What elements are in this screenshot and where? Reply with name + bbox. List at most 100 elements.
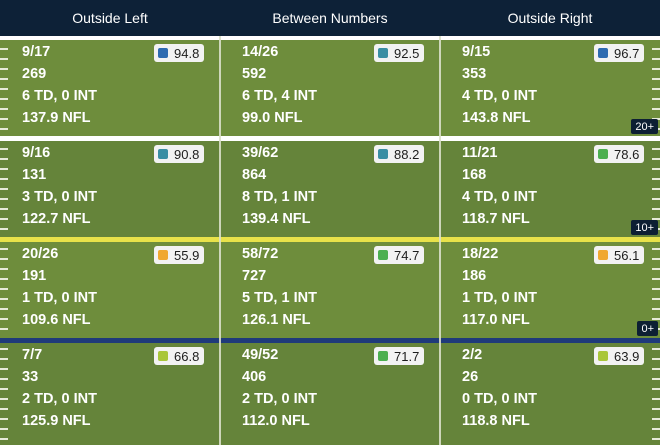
football-field: 9/17 269 6 TD, 0 INT 137.9 NFL 94.8 14/26 592 6… bbox=[0, 36, 660, 445]
hash-mark bbox=[0, 318, 8, 320]
header-outside-right: Outside Right bbox=[507, 10, 593, 26]
touchdowns-interceptions: 4 TD, 0 INT bbox=[462, 189, 537, 205]
hash-mark bbox=[0, 438, 8, 440]
hash-mark bbox=[0, 48, 8, 50]
yard-marker-label: 10+ bbox=[631, 220, 658, 235]
grade-color-swatch bbox=[598, 149, 608, 159]
hash-mark bbox=[652, 418, 660, 420]
completions-attempts: 14/26 bbox=[242, 44, 279, 60]
ten-yard-line bbox=[0, 136, 660, 141]
zone-row-deep bbox=[0, 40, 660, 136]
hash-mark bbox=[652, 368, 660, 370]
zone-cell[interactable]: 9/16 131 3 TD, 0 INT 122.7 NFL 90.8 bbox=[22, 145, 212, 237]
zone-row-short bbox=[0, 242, 660, 338]
completions-attempts: 9/17 bbox=[22, 44, 51, 60]
grade-badge: 90.8 bbox=[154, 145, 205, 163]
grade-color-swatch bbox=[378, 48, 388, 58]
hash-mark bbox=[652, 378, 660, 380]
grade-badge: 74.7 bbox=[374, 246, 425, 264]
zone-row-intermediate bbox=[0, 141, 660, 237]
completions-attempts: 20/26 bbox=[22, 246, 59, 262]
hash-mark bbox=[0, 218, 8, 220]
passer-rating: 143.8 NFL bbox=[462, 110, 531, 126]
grade-value: 56.1 bbox=[614, 247, 640, 263]
hash-mark bbox=[652, 398, 660, 400]
hash-mark bbox=[0, 408, 8, 410]
zone-cell[interactable]: 58/72 727 5 TD, 1 INT 126.1 NFL 74.7 bbox=[242, 246, 432, 338]
hash-mark bbox=[0, 258, 8, 260]
touchdowns-interceptions: 8 TD, 1 INT bbox=[242, 189, 317, 205]
hash-mark bbox=[0, 388, 8, 390]
hash-mark bbox=[652, 148, 660, 150]
zone-cell[interactable]: 18/22 186 1 TD, 0 INT 117.0 NFL 56.1 bbox=[462, 246, 652, 338]
zone-cell[interactable]: 9/17 269 6 TD, 0 INT 137.9 NFL 94.8 bbox=[22, 44, 212, 136]
touchdowns-interceptions: 5 TD, 1 INT bbox=[242, 290, 317, 306]
zone-cell[interactable]: 11/21 168 4 TD, 0 INT 118.7 NFL 78.6 bbox=[462, 145, 652, 237]
completions-attempts: 39/62 bbox=[242, 145, 279, 161]
completions-attempts: 9/16 bbox=[22, 145, 51, 161]
column-divider bbox=[439, 36, 441, 445]
hash-mark bbox=[0, 278, 8, 280]
grade-color-swatch bbox=[158, 48, 168, 58]
hash-mark bbox=[0, 288, 8, 290]
completions-attempts: 7/7 bbox=[22, 347, 43, 363]
hash-mark bbox=[0, 158, 8, 160]
zone-header: Outside Left Between Numbers Outside Rig… bbox=[0, 0, 660, 36]
hash-mark bbox=[0, 358, 8, 360]
hash-mark bbox=[0, 98, 8, 100]
passer-rating: 118.8 NFL bbox=[462, 413, 530, 429]
hash-mark bbox=[0, 398, 8, 400]
grade-value: 90.8 bbox=[174, 146, 200, 162]
hash-mark bbox=[652, 358, 660, 360]
completions-attempts: 49/52 bbox=[242, 347, 279, 363]
zone-cell[interactable]: 2/2 26 0 TD, 0 INT 118.8 NFL 63.9 bbox=[462, 347, 652, 439]
hash-mark bbox=[0, 208, 8, 210]
hash-mark bbox=[652, 318, 660, 320]
zone-cell[interactable]: 39/62 864 8 TD, 1 INT 139.4 NFL 88.2 bbox=[242, 145, 432, 237]
column-divider bbox=[219, 36, 221, 445]
hash-mark bbox=[0, 198, 8, 200]
zone-cell[interactable]: 49/52 406 2 TD, 0 INT 112.0 NFL 71.7 bbox=[242, 347, 432, 439]
hash-mark bbox=[652, 388, 660, 390]
passing-yards: 168 bbox=[462, 167, 487, 183]
hash-mark bbox=[652, 408, 660, 410]
zone-row-behind-los bbox=[0, 343, 660, 445]
passing-yards: 26 bbox=[462, 369, 479, 385]
hash-mark bbox=[0, 148, 8, 150]
hash-mark bbox=[0, 58, 8, 60]
zone-cell[interactable]: 9/15 353 4 TD, 0 INT 143.8 NFL 96.7 bbox=[462, 44, 652, 136]
grade-badge: 94.8 bbox=[154, 44, 205, 62]
grade-badge: 71.7 bbox=[374, 347, 425, 365]
hash-mark bbox=[0, 108, 8, 110]
touchdowns-interceptions: 4 TD, 0 INT bbox=[462, 88, 537, 104]
passing-yards: 727 bbox=[242, 268, 267, 284]
hash-mark bbox=[652, 308, 660, 310]
passing-yards: 353 bbox=[462, 66, 487, 82]
hash-mark bbox=[0, 78, 8, 80]
hash-mark bbox=[0, 348, 8, 350]
grade-badge: 66.8 bbox=[154, 347, 205, 365]
grade-color-swatch bbox=[158, 250, 168, 260]
zone-cell[interactable]: 20/26 191 1 TD, 0 INT 109.6 NFL 55.9 bbox=[22, 246, 212, 338]
hash-mark bbox=[652, 88, 660, 90]
passing-yards: 269 bbox=[22, 66, 47, 82]
passing-yards: 191 bbox=[22, 268, 47, 284]
grade-badge: 96.7 bbox=[594, 44, 645, 62]
hash-mark bbox=[652, 68, 660, 70]
grade-value: 92.5 bbox=[394, 45, 420, 61]
hash-mark bbox=[652, 168, 660, 170]
grade-color-swatch bbox=[598, 351, 608, 361]
hash-mark bbox=[652, 428, 660, 430]
passer-rating: 139.4 NFL bbox=[242, 211, 311, 227]
grade-value: 71.7 bbox=[394, 348, 420, 364]
grade-color-swatch bbox=[158, 149, 168, 159]
passing-yards: 33 bbox=[22, 369, 39, 385]
hash-mark bbox=[0, 428, 8, 430]
hash-mark bbox=[0, 418, 8, 420]
zone-cell[interactable]: 7/7 33 2 TD, 0 INT 125.9 NFL 66.8 bbox=[22, 347, 212, 439]
hash-mark bbox=[652, 98, 660, 100]
grade-color-swatch bbox=[378, 250, 388, 260]
header-between-numbers: Between Numbers bbox=[272, 10, 388, 26]
touchdowns-interceptions: 6 TD, 0 INT bbox=[22, 88, 97, 104]
zone-cell[interactable]: 14/26 592 6 TD, 4 INT 99.0 NFL 92.5 bbox=[242, 44, 432, 136]
